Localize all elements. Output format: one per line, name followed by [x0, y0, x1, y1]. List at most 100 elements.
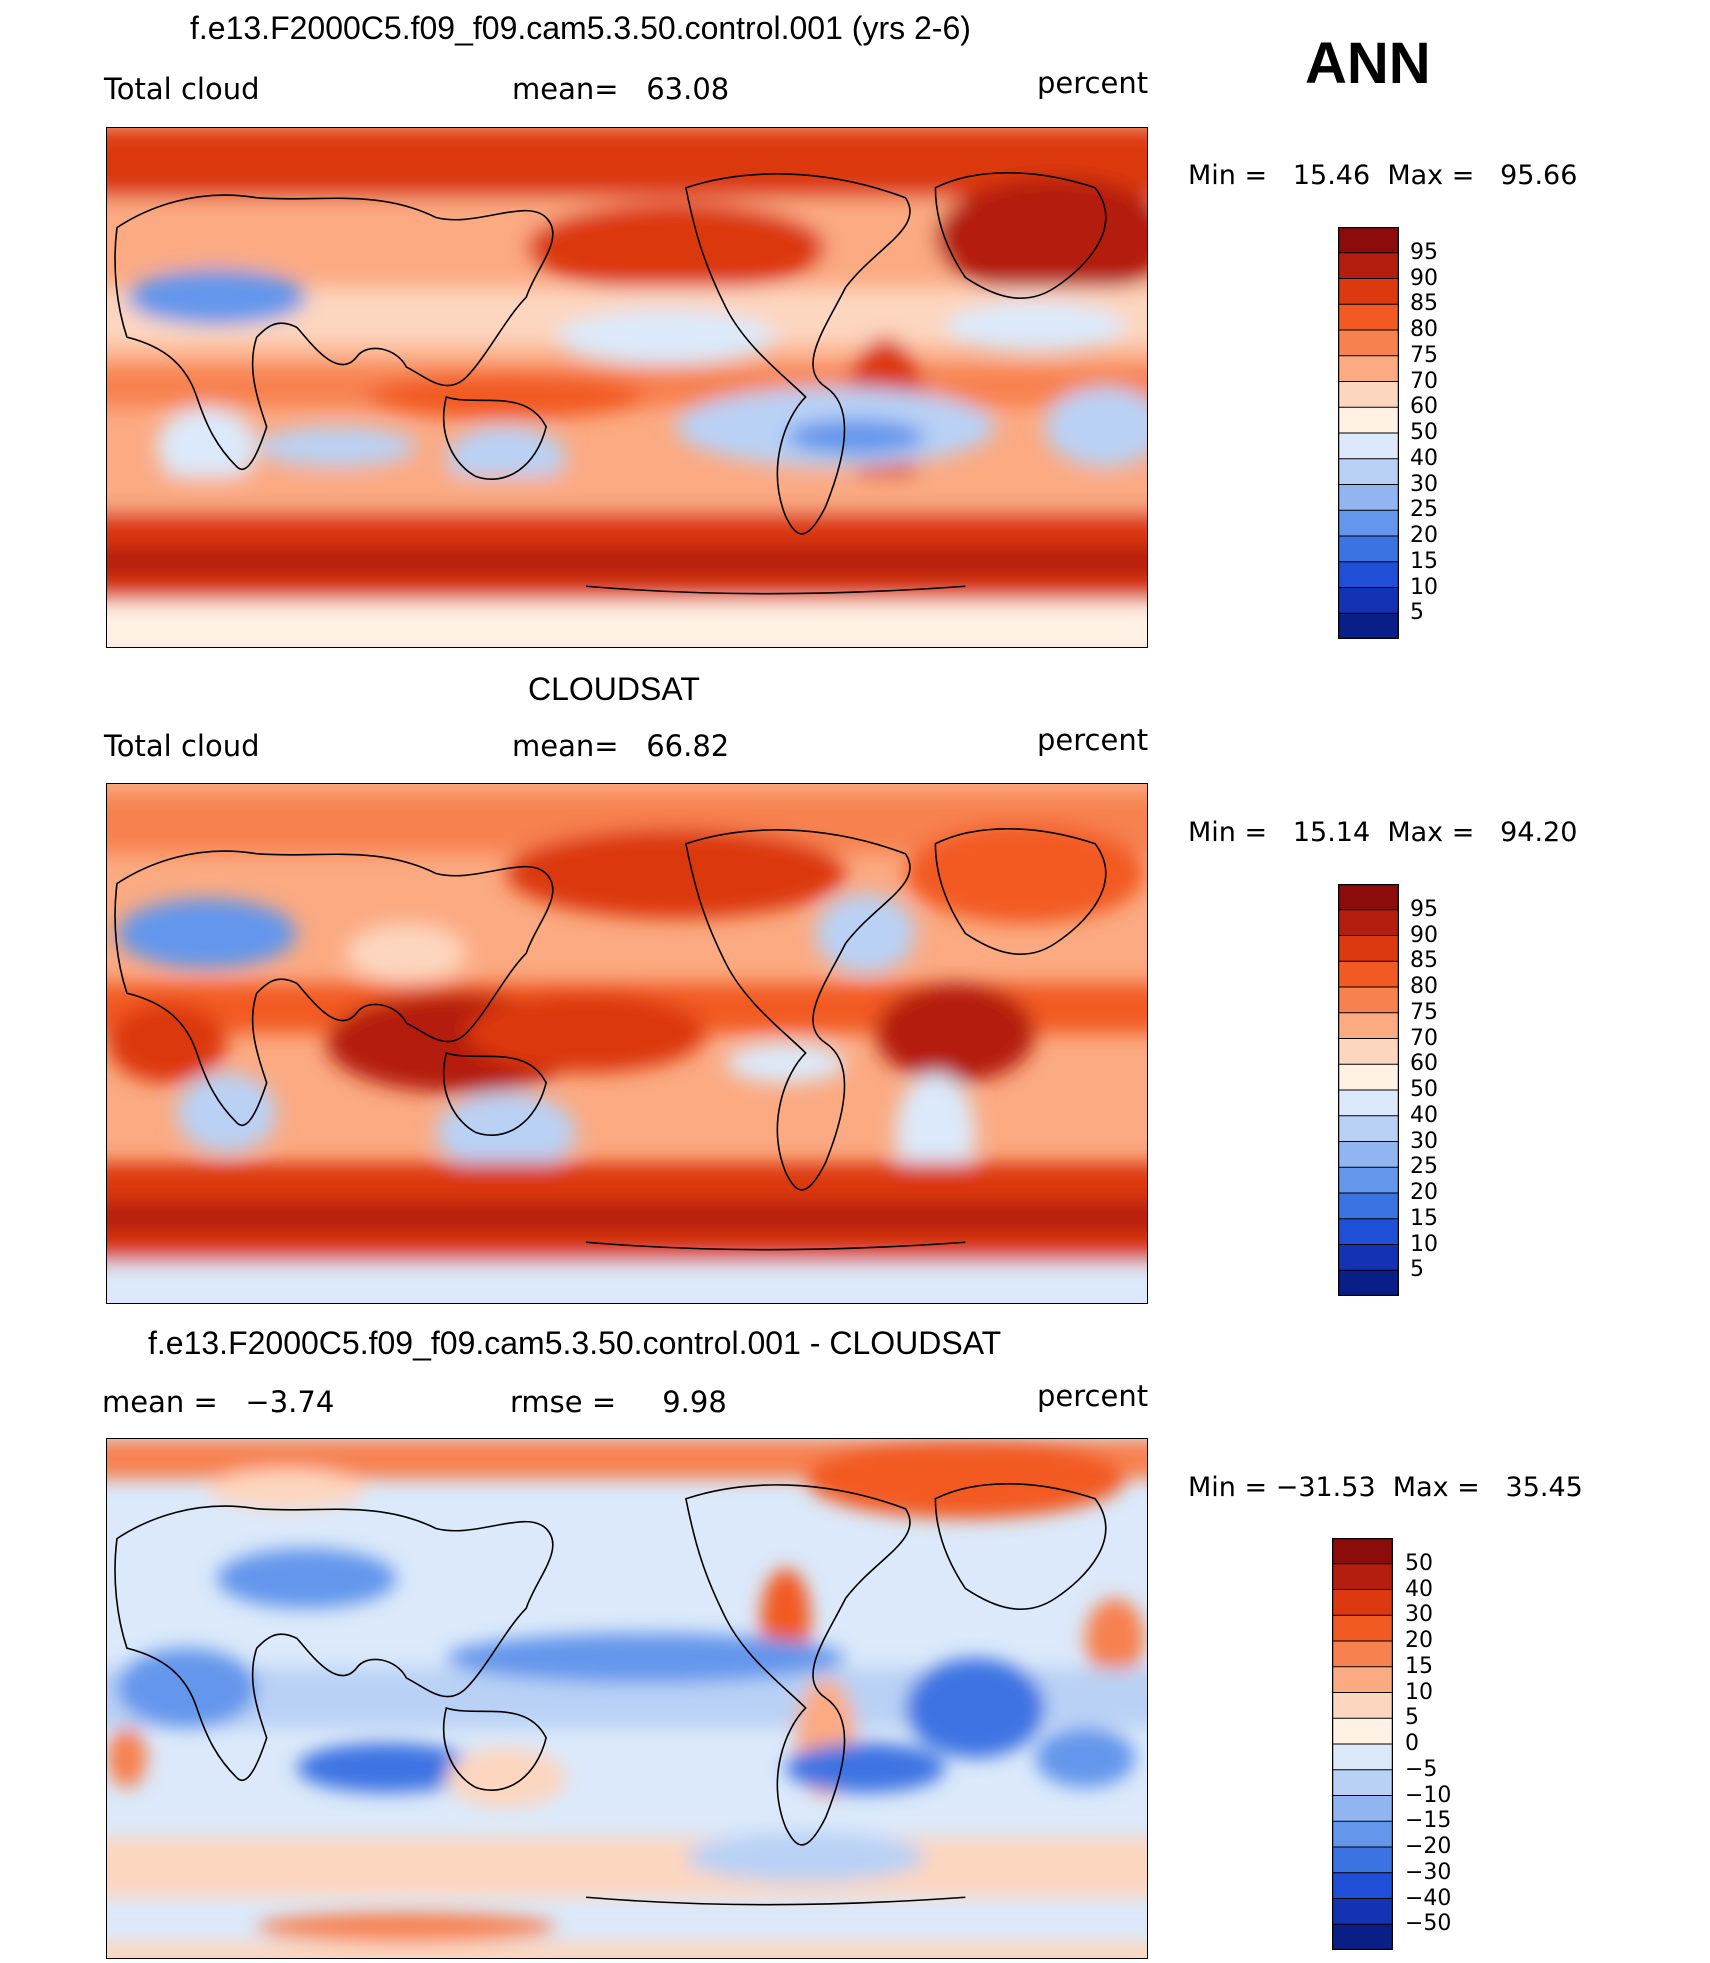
colorbar-tick-label: 30 — [1410, 471, 1438, 497]
colorbar-swatch — [1338, 1244, 1399, 1272]
panel-diff-mean-label: mean = −3.74 — [102, 1385, 335, 1419]
colorbar-swatch — [1338, 1269, 1399, 1296]
colorbar-tick-label: 10 — [1410, 1231, 1438, 1257]
colorbar-swatch — [1338, 1038, 1399, 1066]
colorbar-svg — [1332, 1538, 1393, 1950]
colorbar-tick-label: 85 — [1410, 948, 1438, 974]
colorbar-swatch — [1332, 1898, 1393, 1926]
panel-diff-units: percent — [1037, 1379, 1149, 1413]
colorbar-swatch — [1338, 1115, 1399, 1143]
diff-heatmap-svg — [107, 1439, 1147, 1958]
colorbar-tick-label: 10 — [1410, 574, 1438, 600]
colorbar-swatch — [1332, 1717, 1393, 1745]
colorbar-tick-label: 5 — [1410, 1257, 1424, 1283]
colorbar-swatch — [1338, 561, 1399, 589]
colorbar-tick-label: 15 — [1410, 1205, 1438, 1231]
colorbar-swatch — [1338, 227, 1399, 254]
colorbar-swatch — [1338, 1192, 1399, 1220]
panel-model-colorbar — [1338, 227, 1399, 639]
colorbar-tick-label: −50 — [1405, 1911, 1452, 1937]
obs-heatmap-svg — [107, 784, 1147, 1303]
panel-obs-title: CLOUDSAT — [528, 671, 700, 707]
colorbar-swatch — [1332, 1666, 1393, 1694]
colorbar-swatch — [1332, 1563, 1393, 1591]
colorbar-swatch — [1332, 1640, 1393, 1668]
colorbar-tick-label: 70 — [1410, 368, 1438, 394]
colorbar-tick-label: −40 — [1405, 1885, 1452, 1911]
colorbar-swatch — [1338, 458, 1399, 486]
colorbar-svg — [1338, 884, 1399, 1296]
colorbar-tick-label: 5 — [1405, 1705, 1419, 1731]
colorbar-swatch — [1338, 484, 1399, 512]
colorbar-tick-label: 50 — [1410, 420, 1438, 445]
colorbar-swatch — [1332, 1872, 1393, 1900]
colorbar-swatch — [1338, 1141, 1399, 1169]
colorbar-tick-label: 25 — [1410, 1154, 1438, 1180]
panel-obs-map — [106, 783, 1148, 1304]
colorbar-frame — [1338, 227, 1399, 639]
colorbar-tick-label: 50 — [1405, 1550, 1433, 1576]
colorbar-tick-label: 60 — [1410, 394, 1438, 420]
panel-obs-minmax: Min = 15.14 Max = 94.20 — [1188, 817, 1578, 848]
panel-model-title: f.e13.F2000C5.f09_f09.cam5.3.50.control.… — [190, 10, 971, 46]
colorbar-tick-label: 95 — [1410, 239, 1438, 265]
colorbar-swatch — [1338, 535, 1399, 563]
colorbar-swatch — [1332, 1795, 1393, 1823]
colorbar-swatch — [1338, 884, 1399, 911]
colorbar-swatch — [1338, 612, 1399, 639]
colorbar-tick-label: 10 — [1405, 1679, 1433, 1705]
colorbar-swatch — [1338, 909, 1399, 937]
colorbar-frame — [1332, 1538, 1393, 1950]
colorbar-tick-label: 75 — [1410, 999, 1438, 1025]
colorbar-tick-label: 30 — [1405, 1602, 1433, 1628]
panel-model-map — [106, 127, 1148, 648]
colorbar-tick-label: 40 — [1405, 1576, 1433, 1602]
colorbar-swatch — [1332, 1820, 1393, 1848]
colorbar-swatch — [1332, 1614, 1393, 1642]
colorbar-swatch — [1338, 1166, 1399, 1194]
panel-obs-units: percent — [1037, 723, 1149, 757]
colorbar-swatch — [1332, 1692, 1393, 1720]
colorbar-tick-label: −5 — [1405, 1756, 1438, 1782]
colorbar-svg — [1338, 227, 1399, 639]
panel-diff-rmse-label: rmse = 9.98 — [510, 1385, 727, 1419]
panel-obs-colorbar — [1338, 884, 1399, 1296]
colorbar-swatch — [1338, 381, 1399, 409]
colorbar-swatch — [1332, 1538, 1393, 1565]
colorbar-swatch — [1338, 587, 1399, 615]
colorbar-tick-label: 20 — [1405, 1628, 1433, 1653]
colorbar-swatch — [1332, 1743, 1393, 1771]
colorbar-tick-label: 15 — [1405, 1653, 1433, 1679]
colorbar-swatch — [1338, 1218, 1399, 1246]
colorbar-swatch — [1338, 1012, 1399, 1040]
colorbar-swatch — [1338, 406, 1399, 434]
colorbar-tick-label: 95 — [1410, 896, 1438, 922]
colorbar-tick-label: −10 — [1405, 1782, 1452, 1808]
colorbar-tick-label: 30 — [1410, 1128, 1438, 1154]
panel-model-field-label: Total cloud — [104, 72, 260, 106]
panel-diff-map — [106, 1438, 1148, 1959]
colorbar-tick-label: 15 — [1410, 548, 1438, 574]
colorbar-tick-label: −20 — [1405, 1834, 1452, 1859]
colorbar-swatch — [1332, 1769, 1393, 1797]
colorbar-swatch — [1338, 960, 1399, 988]
colorbar-tick-label: 5 — [1410, 600, 1424, 626]
colorbar-swatch — [1338, 329, 1399, 357]
colorbar-swatch — [1338, 355, 1399, 383]
panel-diff-minmax: Min = −31.53 Max = 35.45 — [1188, 1472, 1583, 1503]
colorbar-swatch — [1338, 252, 1399, 280]
colorbar-tick-label: 75 — [1410, 342, 1438, 368]
panel-model-mean-label: mean= 63.08 — [512, 72, 730, 106]
panel-model-units: percent — [1037, 66, 1149, 100]
colorbar-tick-label: 40 — [1410, 445, 1438, 471]
colorbar-tick-label: 25 — [1410, 497, 1438, 523]
colorbar-frame — [1338, 884, 1399, 1296]
colorbar-tick-label: 20 — [1410, 1180, 1438, 1205]
colorbar-swatch — [1338, 303, 1399, 331]
colorbar-swatch — [1332, 1846, 1393, 1874]
colorbar-tick-label: 70 — [1410, 1025, 1438, 1051]
colorbar-swatch — [1332, 1589, 1393, 1617]
colorbar-swatch — [1338, 509, 1399, 537]
colorbar-tick-label: −30 — [1405, 1859, 1452, 1885]
colorbar-swatch — [1338, 278, 1399, 306]
